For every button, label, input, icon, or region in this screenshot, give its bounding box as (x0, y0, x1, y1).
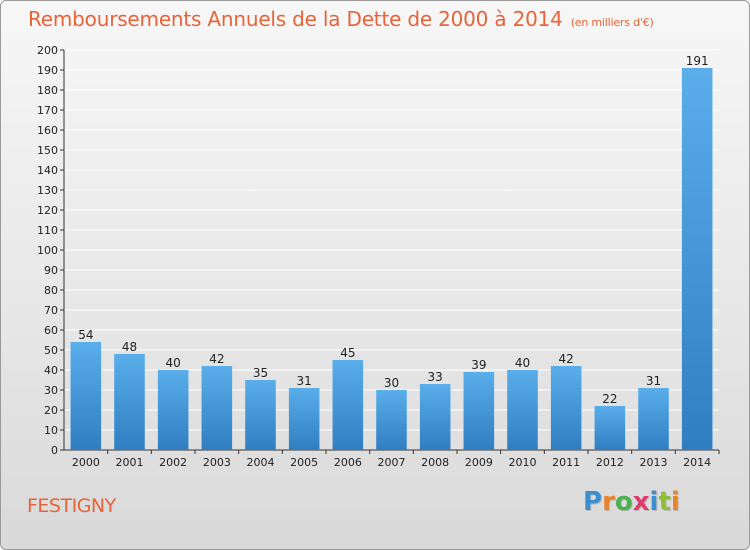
y-tick-label: 40 (44, 364, 58, 377)
bar (70, 342, 102, 450)
y-tick-label: 90 (44, 264, 58, 277)
y-tick-label: 80 (44, 284, 58, 297)
y-tick-label: 170 (37, 104, 58, 117)
bar (157, 370, 189, 450)
data-label: 31 (646, 374, 661, 388)
y-tick-label: 190 (37, 64, 58, 77)
data-label: 33 (428, 370, 443, 384)
data-label: 40 (166, 356, 181, 370)
chart-title-text: Remboursements Annuels de la Dette de 20… (28, 7, 563, 31)
y-tick-label: 70 (44, 304, 58, 317)
data-label: 22 (602, 392, 617, 406)
x-tick-label: 2010 (509, 456, 537, 469)
proxiti-logo: Proxiti (583, 487, 680, 517)
data-label: 42 (209, 352, 224, 366)
data-label: 191 (686, 54, 709, 68)
x-tick-label: 2003 (203, 456, 231, 469)
y-tick-label: 130 (37, 184, 58, 197)
x-tick-label: 2011 (552, 456, 580, 469)
data-label: 54 (78, 328, 93, 342)
logo-letter: i (649, 487, 659, 517)
bar (332, 360, 364, 450)
bar (288, 388, 320, 450)
x-tick-label: 2009 (465, 456, 493, 469)
y-tick-label: 10 (44, 424, 58, 437)
y-tick-label: 110 (37, 224, 58, 237)
x-tick-label: 2012 (596, 456, 624, 469)
data-label: 31 (297, 374, 312, 388)
x-tick-label: 2013 (640, 456, 668, 469)
y-tick-label: 180 (37, 84, 58, 97)
x-tick-label: 2008 (421, 456, 449, 469)
bar (419, 384, 451, 450)
x-tick-label: 2000 (72, 456, 100, 469)
data-label: 45 (340, 346, 355, 360)
x-tick-label: 2002 (159, 456, 187, 469)
data-label: 40 (515, 356, 530, 370)
bar (463, 372, 495, 450)
data-label: 30 (384, 376, 399, 390)
y-tick-label: 20 (44, 404, 58, 417)
data-label: 35 (253, 366, 268, 380)
y-tick-label: 120 (37, 204, 58, 217)
bar (638, 388, 669, 450)
bar (245, 380, 276, 450)
y-tick-label: 50 (44, 344, 58, 357)
x-tick-label: 2001 (116, 456, 144, 469)
logo-letter: t (658, 487, 671, 517)
bars (70, 68, 713, 450)
x-tick-label: 2007 (378, 456, 406, 469)
commune-name: FESTIGNY (27, 495, 116, 517)
logo-letter: x (632, 487, 650, 517)
logo-letter: P (583, 487, 603, 517)
x-tick-label: 2005 (290, 456, 318, 469)
y-tick-label: 0 (51, 444, 58, 457)
bar (114, 354, 145, 450)
bar (201, 366, 233, 450)
bar (594, 406, 626, 450)
y-tick-label: 150 (37, 144, 58, 157)
chart-unit: (en milliers d'€) (570, 16, 654, 29)
logo-letter: i (670, 487, 680, 517)
data-label: 39 (471, 358, 486, 372)
y-tick-labels: 0 10 20 30 40 50 60 70 80 90 100 110 120 130 140 150 160… (37, 44, 58, 457)
y-tick-label: 100 (37, 244, 58, 257)
data-label: 48 (122, 340, 137, 354)
x-tick-label: 2014 (683, 456, 711, 469)
y-tick-label: 200 (37, 44, 58, 57)
x-tick-label: 2004 (247, 456, 275, 469)
chart-title: Remboursements Annuels de la Dette de 20… (28, 7, 654, 31)
bar (376, 390, 407, 450)
x-tick-labels: 2000 2001 2002 2003 2004 2005 2006 2007 2008 2009… (72, 456, 711, 469)
data-labels: 54 48 40 42 35 31 45 30 33 39 40 42 22 31 191 (78, 54, 708, 406)
y-tick-label: 30 (44, 384, 58, 397)
y-tick-label: 160 (37, 124, 58, 137)
y-tick-label: 60 (44, 324, 58, 337)
bar (507, 370, 538, 450)
bar (681, 68, 713, 450)
logo-letter: o (614, 487, 633, 517)
bar (550, 366, 582, 450)
y-tick-label: 140 (37, 164, 58, 177)
logo-letter: r (602, 487, 615, 517)
x-tick-label: 2006 (334, 456, 362, 469)
data-label: 42 (559, 352, 574, 366)
